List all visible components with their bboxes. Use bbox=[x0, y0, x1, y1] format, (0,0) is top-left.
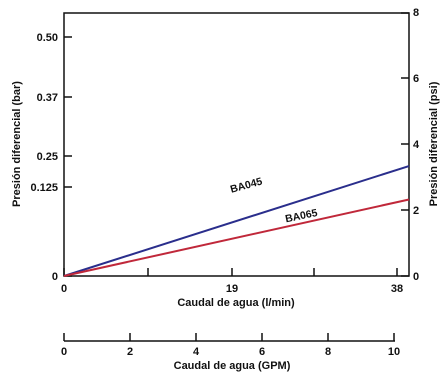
gpm-axis-title: Caudal de agua (GPM) bbox=[174, 360, 291, 372]
y-right-tick-label: 0 bbox=[413, 271, 419, 283]
x-axis-title: Caudal de agua (l/min) bbox=[177, 297, 295, 309]
series-lines bbox=[63, 165, 410, 277]
plot-frame bbox=[63, 12, 410, 277]
y-right-tick-label: 8 bbox=[413, 7, 419, 19]
gpm-tick-label: 10 bbox=[388, 346, 400, 358]
gpm-tick-marks bbox=[63, 333, 395, 341]
y-left-tick-label: 0.37 bbox=[37, 92, 58, 104]
y-left-axis-title: Presión diferencial (bar) bbox=[11, 81, 23, 207]
x-tick-label: 19 bbox=[226, 283, 238, 295]
gpm-tick-label: 4 bbox=[193, 346, 200, 358]
y-right-tick-label: 2 bbox=[413, 205, 419, 217]
gpm-tick-label: 0 bbox=[61, 346, 67, 358]
gpm-tick-label: 6 bbox=[259, 346, 265, 358]
gpm-tick-label: 2 bbox=[127, 346, 133, 358]
series-line-ba045 bbox=[63, 165, 410, 277]
y-left-tick-label: 0.50 bbox=[37, 32, 58, 44]
x-tick-label: 0 bbox=[61, 283, 67, 295]
series-line-ba065 bbox=[63, 198, 410, 277]
y-right-tick-label: 6 bbox=[413, 73, 419, 85]
gpm-tick-label: 8 bbox=[325, 346, 331, 358]
y-left-tick-label: 0.125 bbox=[30, 182, 58, 194]
tick-marks bbox=[63, 12, 409, 277]
y-left-tick-label: 0 bbox=[52, 271, 58, 283]
y-right-axis-title: Presión diferencial (psi) bbox=[428, 81, 440, 206]
y-right-tick-label: 4 bbox=[413, 139, 420, 151]
y-left-tick-label: 0.25 bbox=[37, 151, 58, 163]
x-tick-label: 38 bbox=[391, 283, 403, 295]
series-label-ba045: BA045 bbox=[229, 175, 264, 195]
